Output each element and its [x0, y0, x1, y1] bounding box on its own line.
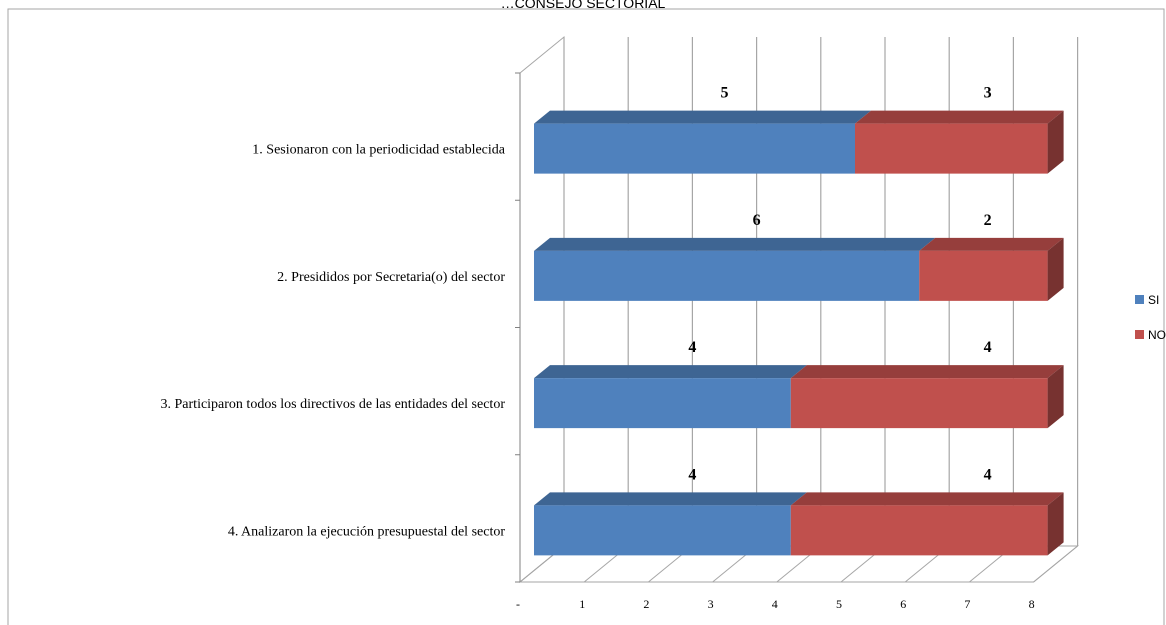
chart-title: …CONSEJO SECTORIAL [501, 0, 666, 11]
bar-no [790, 378, 1048, 429]
category-label: 4. Analizaron la ejecución presupuestal … [228, 524, 506, 539]
bar-side-no [1047, 237, 1064, 301]
bar-top-no [790, 492, 1064, 506]
legend-swatch-si [1135, 295, 1144, 304]
bar-top-si [534, 237, 936, 251]
bar-si [534, 378, 791, 429]
x-tick-label: 1 [579, 597, 585, 611]
data-labels: 5 3 6 2 4 4 4 4 [688, 85, 991, 484]
x-tick-label: 3 [708, 597, 714, 611]
legend-label-si: SI [1148, 293, 1159, 307]
data-label-si: 5 [721, 85, 729, 102]
x-tick-label: 6 [900, 597, 906, 611]
bar-side-no [1047, 492, 1064, 556]
data-label-no: 4 [984, 466, 992, 483]
bar-top-si [534, 365, 807, 379]
x-tick-label: 4 [772, 597, 778, 611]
bar-side-no [1047, 365, 1064, 429]
bar-top-no [790, 365, 1064, 379]
x-tick-label: 5 [836, 597, 842, 611]
bar-si [534, 123, 855, 174]
bar-top-no [919, 237, 1064, 251]
bar-no [855, 123, 1048, 174]
bars [534, 110, 1064, 556]
data-label-no: 4 [984, 339, 992, 356]
legend: SI NO [1135, 293, 1166, 342]
category-label: 1. Sesionaron con la periodicidad establ… [252, 143, 505, 158]
x-tick-label: - [516, 597, 520, 611]
category-label: 3. Participaron todos los directivos de … [161, 397, 506, 412]
bar-si [534, 250, 920, 301]
data-label-no: 2 [984, 212, 992, 229]
data-label-si: 4 [688, 339, 696, 356]
x-tick-label: 2 [643, 597, 649, 611]
bar-top-si [534, 110, 871, 124]
category-label: 2. Presididos por Secretaria(o) del sect… [277, 270, 505, 285]
category-labels: 1. Sesionaron con la periodicidad establ… [161, 143, 506, 540]
legend-swatch-no [1135, 330, 1144, 339]
bar-top-no [855, 110, 1064, 124]
bar-si [534, 505, 791, 556]
bar-no [790, 505, 1048, 556]
legend-label-no: NO [1148, 328, 1166, 342]
floor-gridline [1033, 545, 1078, 583]
data-label-si: 4 [688, 466, 696, 483]
data-label-si: 6 [753, 212, 761, 229]
x-tick-label: 7 [964, 597, 970, 611]
bar-no [919, 250, 1048, 301]
bar-top-si [534, 492, 807, 506]
x-tick-label: 8 [1029, 597, 1035, 611]
data-label-no: 3 [984, 85, 992, 102]
bar-side-no [1047, 110, 1064, 174]
axes [515, 72, 1034, 583]
x-tick-labels: - 1 2 3 4 5 6 7 8 [516, 597, 1035, 611]
